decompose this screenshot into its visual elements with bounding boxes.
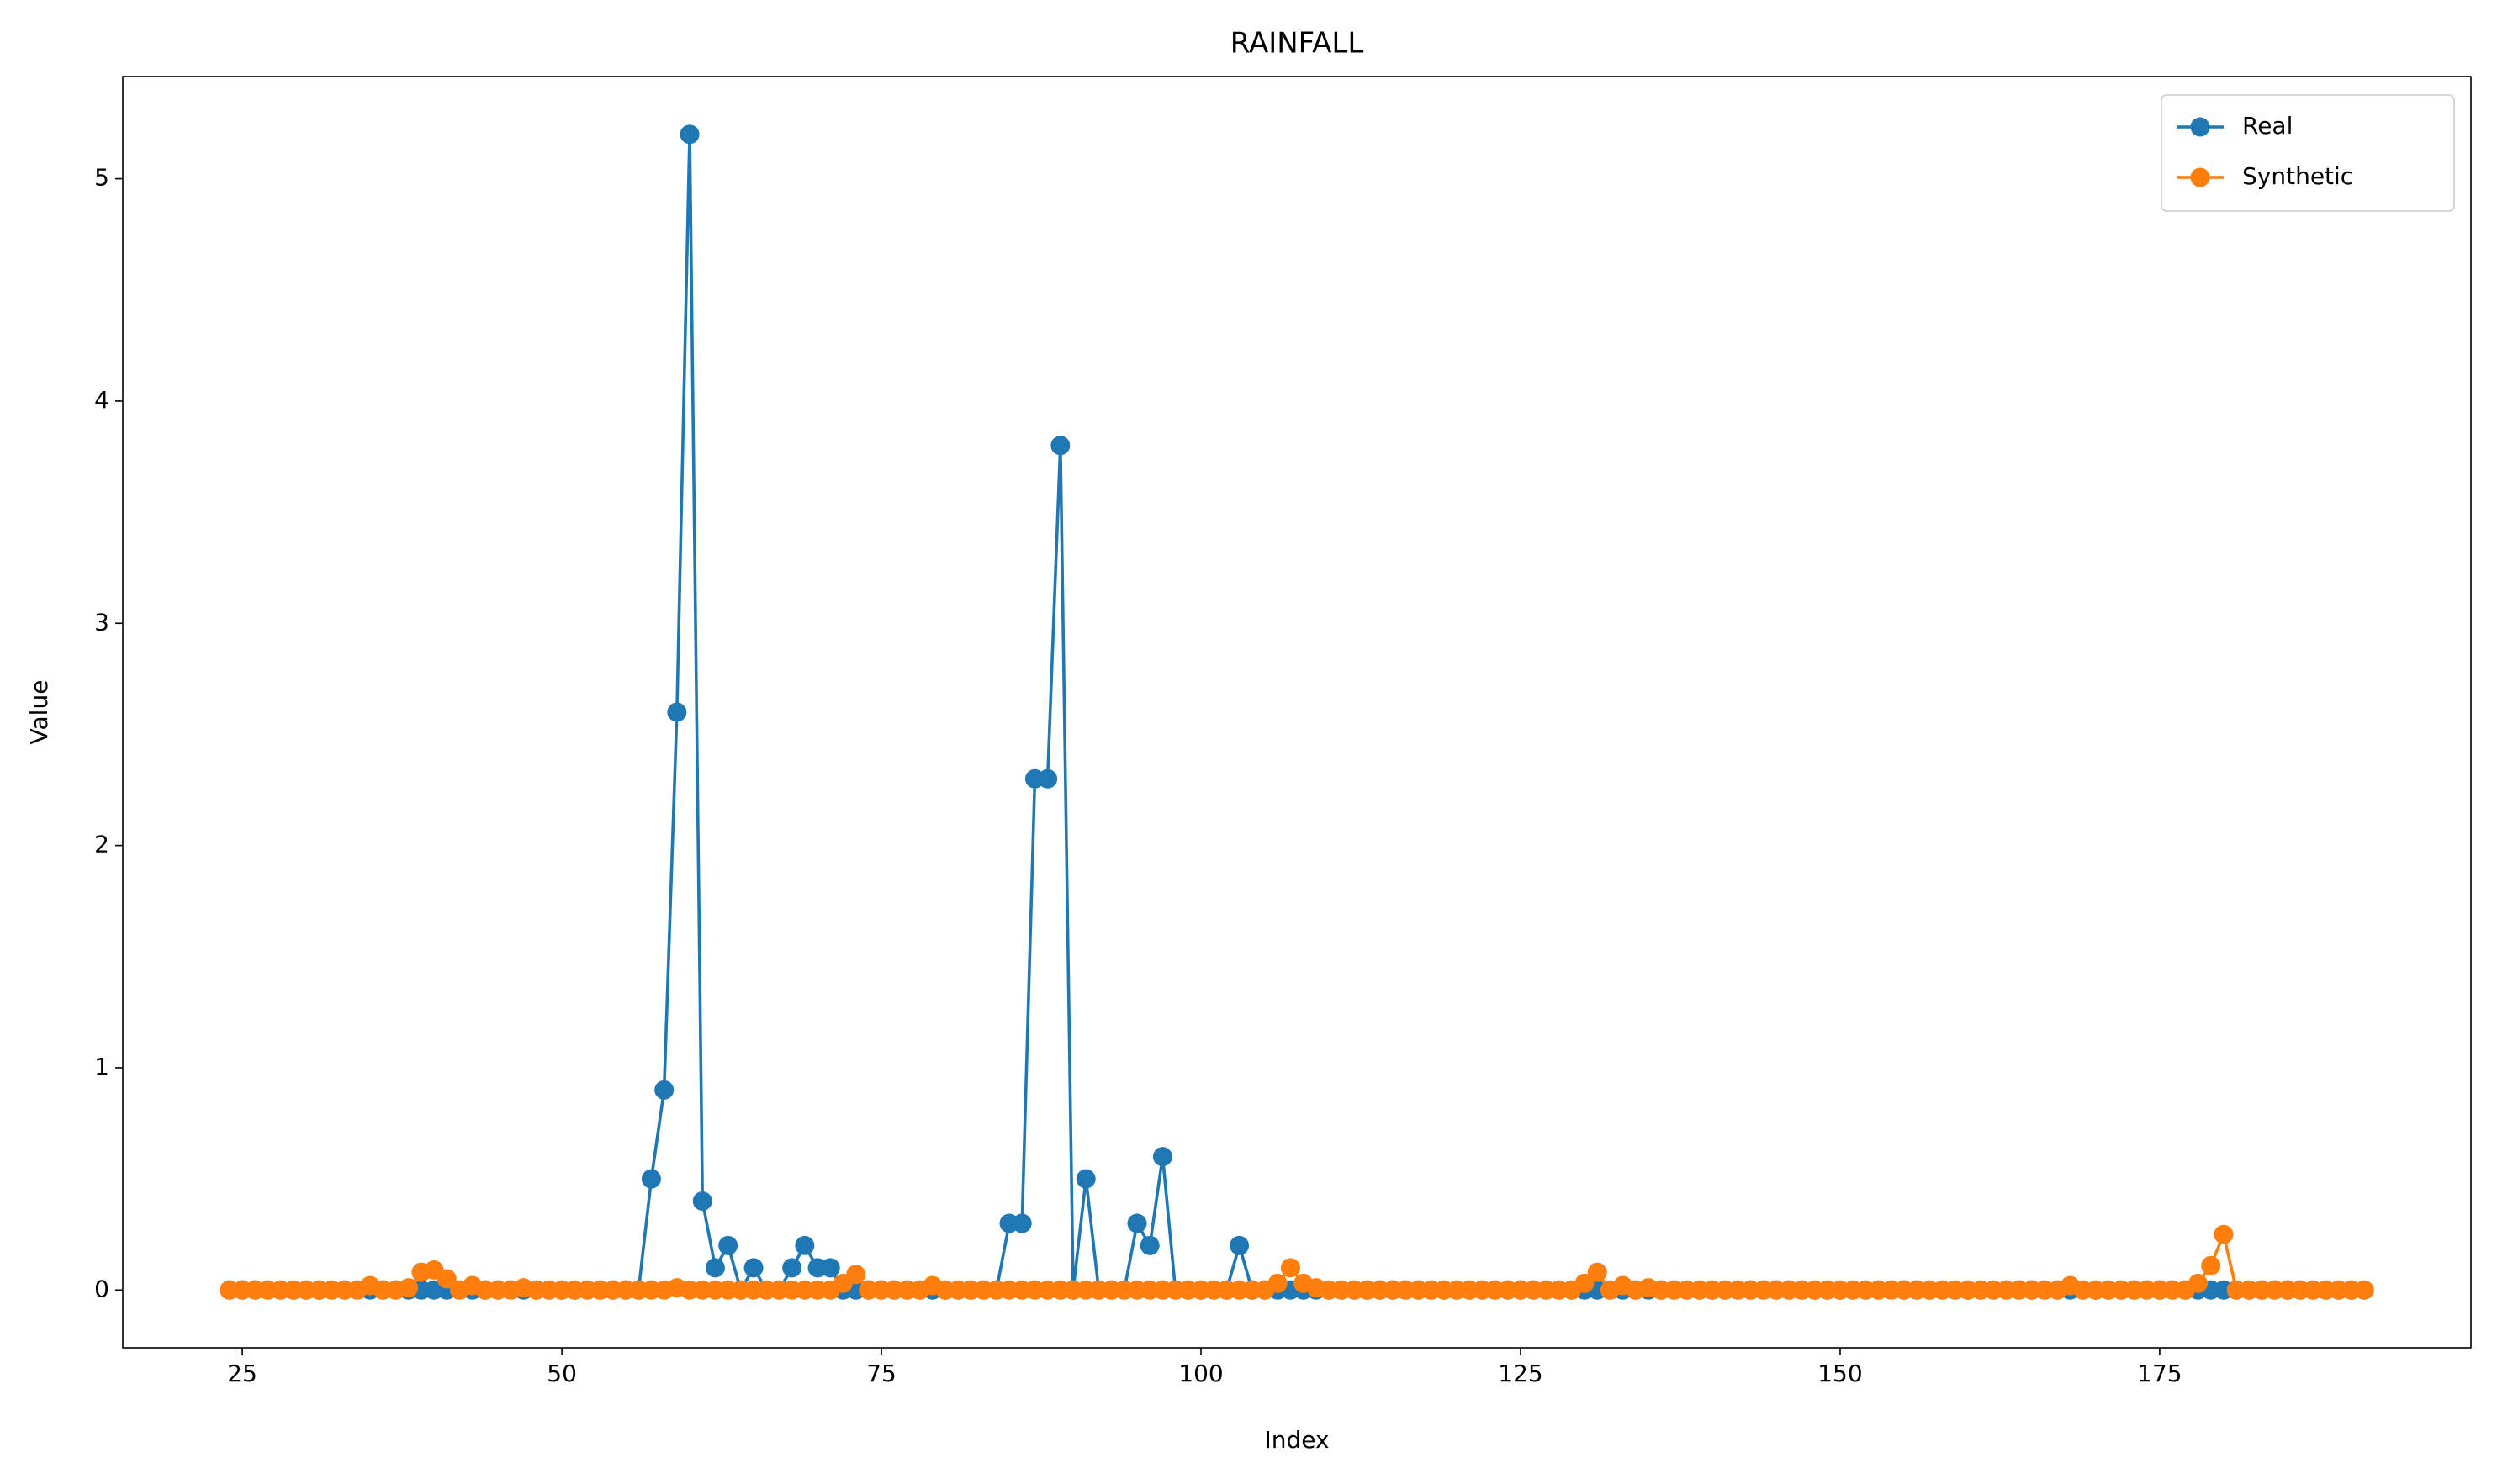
- data-point: [795, 1235, 815, 1255]
- y-axis-label: Value: [25, 680, 53, 745]
- x-tick-label: 175: [2137, 1360, 2182, 1387]
- data-point: [1267, 1273, 1288, 1293]
- legend-marker: [2190, 117, 2210, 137]
- data-point: [641, 1169, 661, 1189]
- data-point: [692, 1191, 712, 1212]
- data-point: [782, 1258, 802, 1278]
- y-tick-label: 5: [94, 164, 109, 192]
- data-point: [1038, 768, 1058, 789]
- y-tick-label: 4: [94, 386, 109, 414]
- x-tick-label: 125: [1498, 1360, 1542, 1387]
- data-point: [1127, 1213, 1147, 1233]
- data-point: [743, 1258, 764, 1278]
- x-tick-label: 75: [866, 1360, 897, 1387]
- x-tick-label: 150: [1817, 1360, 1862, 1387]
- data-point: [1050, 436, 1071, 456]
- data-point: [1280, 1258, 1300, 1278]
- data-point: [667, 702, 687, 722]
- x-axis-label: Index: [1264, 1426, 1329, 1454]
- y-tick-label: 0: [94, 1275, 109, 1302]
- data-point: [2201, 1255, 2221, 1275]
- x-tick-label: 100: [1178, 1360, 1223, 1387]
- x-tick-label: 50: [547, 1360, 577, 1387]
- data-point: [436, 1269, 457, 1289]
- data-point: [1230, 1235, 1250, 1255]
- data-point: [1076, 1169, 1096, 1189]
- data-point: [820, 1258, 840, 1278]
- data-point: [2354, 1280, 2374, 1300]
- data-point: [1587, 1262, 1607, 1282]
- plot-frame: [122, 76, 2472, 1349]
- legend-label: Synthetic: [2242, 162, 2353, 190]
- legend-box: [2161, 94, 2455, 212]
- y-tick-label: 2: [94, 831, 109, 858]
- data-point: [1012, 1213, 1032, 1233]
- data-point: [2214, 1224, 2234, 1244]
- chart-title: RAINFALL: [1230, 27, 1364, 61]
- data-point: [705, 1258, 725, 1278]
- data-point: [718, 1235, 738, 1255]
- x-tick-label: 25: [227, 1360, 257, 1387]
- data-point: [399, 1278, 419, 1298]
- legend-marker: [2190, 167, 2210, 187]
- data-point: [680, 124, 700, 145]
- data-point: [2188, 1273, 2209, 1293]
- data-point: [654, 1080, 675, 1100]
- legend-label: Real: [2242, 112, 2293, 140]
- data-point: [1574, 1273, 1595, 1293]
- data-point: [1152, 1147, 1172, 1167]
- data-point: [1140, 1235, 1160, 1255]
- data-point: [846, 1265, 866, 1285]
- y-tick-label: 3: [94, 608, 109, 636]
- y-tick-label: 1: [94, 1053, 109, 1080]
